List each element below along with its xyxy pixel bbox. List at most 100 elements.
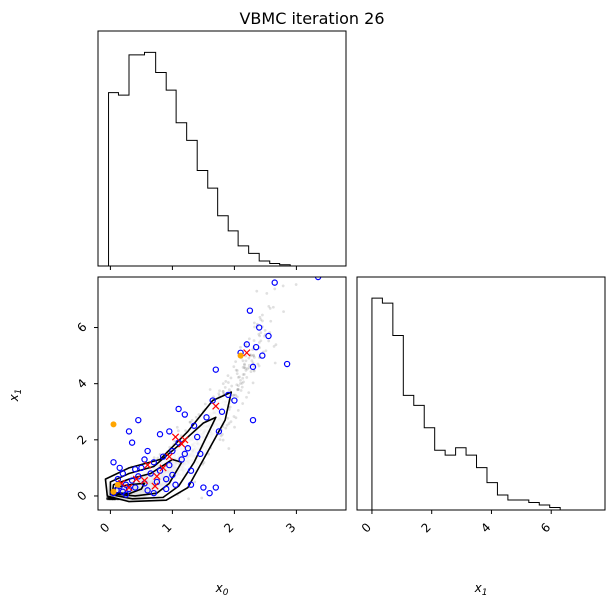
x0-hist-bin-11 [228, 231, 238, 266]
training-point [246, 307, 254, 314]
x0-axis-label: x0 [215, 581, 229, 598]
training-point [252, 343, 260, 351]
training-point [175, 405, 182, 413]
training-point [271, 279, 278, 286]
training-point [178, 456, 185, 463]
active-point [171, 433, 180, 441]
active-point [159, 464, 167, 472]
x0-hist-bin-5 [166, 90, 176, 266]
training-point [169, 471, 176, 479]
training-point [193, 433, 201, 441]
highlight-point [110, 488, 117, 495]
x1-marginal-frame [356, 276, 606, 511]
joint-xtick-label-0: 0 [97, 520, 112, 535]
x1-hist-bin-2 [393, 336, 403, 510]
x0-hist-bin-13 [249, 253, 260, 266]
x0-hist-step-outline [108, 51, 322, 267]
training-point [116, 464, 123, 472]
training-point [283, 360, 291, 368]
training-point [172, 481, 179, 488]
training-point [200, 484, 207, 491]
training-point [144, 487, 151, 494]
active-point [125, 483, 133, 492]
active-point [243, 349, 251, 357]
x1-hist-bin-5 [424, 428, 434, 510]
joint-ytick-label-2: 2 [74, 432, 89, 447]
training-point [135, 416, 142, 424]
x0-marginal-frame [97, 30, 347, 267]
joint-xtick-label-1: 1 [159, 520, 174, 535]
x1-hist-bin-16 [539, 505, 549, 510]
training-point [265, 332, 272, 340]
training-point [110, 459, 117, 466]
training-point [256, 324, 263, 331]
training-point [181, 411, 188, 418]
x1-hist-step-outline [371, 297, 597, 511]
x0-marginal-panel [97, 30, 347, 270]
joint-xtick-label-3: 3 [283, 520, 298, 535]
x0-hist-bin-12 [238, 246, 249, 266]
training-point [125, 485, 133, 493]
x1-hist-axis-label: x1 [474, 581, 488, 598]
training-point [150, 489, 157, 497]
training-point [162, 475, 170, 483]
x1-hist-bin-9 [466, 455, 476, 510]
x0-hist-bin-9 [208, 188, 218, 266]
training-point [131, 484, 139, 491]
training-point [243, 341, 250, 348]
x1-hist-bin-3 [403, 395, 413, 510]
training-point [125, 428, 133, 435]
x1-hist-tick-label-6: 6 [538, 520, 553, 535]
contour-level-2 [111, 458, 183, 497]
x0-hist-bin-3 [145, 52, 156, 266]
training-point [197, 450, 204, 458]
training-point [249, 416, 257, 424]
training-point [224, 391, 232, 399]
highlight-point [110, 421, 117, 428]
training-point [184, 445, 192, 452]
training-point [212, 366, 219, 373]
x1-hist-tick-label-4: 4 [478, 520, 493, 535]
active-point [143, 461, 152, 469]
training-point [159, 453, 167, 460]
joint-ytick-label-0: 0 [74, 488, 89, 503]
x1-hist-tick-label-2: 2 [419, 520, 434, 535]
x1-hist-bin-11 [487, 483, 497, 510]
joint-xtick-label-2: 2 [221, 520, 236, 535]
x1-hist-bin-1 [382, 303, 392, 510]
x0-hist-bin-6 [176, 123, 187, 266]
training-point [162, 485, 170, 493]
joint-panel: 0 1 2 3 0 2 4 6 x0 x1 [7, 276, 347, 598]
x0-hist-bin-1 [118, 95, 129, 266]
training-point [181, 450, 188, 458]
training-point [131, 466, 139, 473]
x1-hist-bin-4 [414, 405, 424, 510]
training-point [206, 489, 213, 497]
training-point [166, 461, 173, 469]
training-point [119, 470, 127, 477]
x1-hist-bin-13 [508, 500, 518, 510]
x0-hist-bin-8 [197, 170, 208, 266]
x1-hist-bin-6 [435, 450, 445, 510]
training-point [135, 473, 142, 480]
active-point [140, 476, 149, 485]
active-point [181, 436, 189, 444]
x1-marginal-panel: 0 2 4 6 x1 [356, 276, 606, 598]
training-point [156, 431, 164, 438]
active-point [178, 440, 186, 448]
training-point [141, 456, 148, 463]
highlight-point [237, 352, 244, 359]
training-point [190, 422, 198, 429]
training-point [212, 484, 219, 491]
x1-hist-bin-7 [445, 455, 455, 510]
active-point [151, 482, 159, 490]
training-point [215, 428, 223, 435]
x1-axis-label: x1 [7, 389, 24, 403]
x1-hist-tick-label-0: 0 [359, 520, 374, 535]
active-point [165, 453, 173, 461]
x1-hist-bin-15 [529, 503, 539, 510]
x0-hist-bin-4 [156, 72, 167, 266]
x1-hist-bin-8 [456, 448, 466, 510]
training-point [114, 475, 122, 483]
